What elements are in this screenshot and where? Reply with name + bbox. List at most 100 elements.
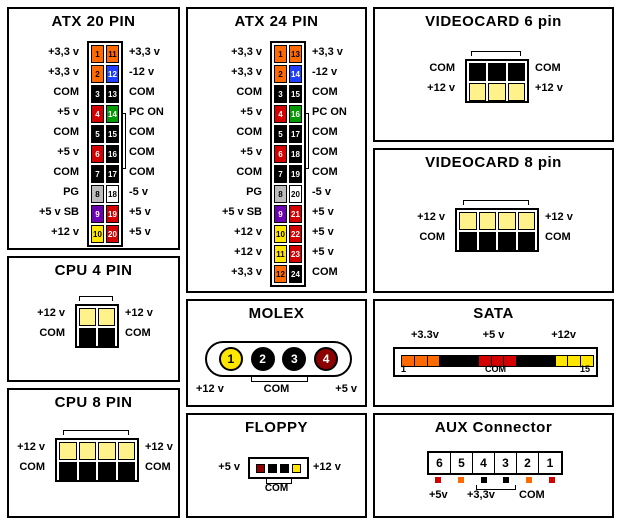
pin-label: COM [125,327,151,339]
panel-title: VIDEOCARD 8 pin [375,154,612,171]
key-bracket [304,113,309,169]
atx-pin: 14 [106,105,119,123]
pin-label: +12 v [545,211,573,223]
com-bracket [476,485,515,490]
atx-pin: 12 [274,265,287,283]
pin [479,212,497,230]
pin-label: +12 v [234,246,262,258]
sata-body: 115COM [393,347,598,377]
pin-label: +5 v [129,226,151,238]
atx-pin: 11 [106,45,119,63]
pin-label: +5 v [57,146,79,158]
panel: VIDEOCARD 8 pin+12 vCOM+12 vCOM [373,148,614,293]
atx-pin: 10 [91,225,104,243]
aux-pin-label: 1 [539,453,561,473]
pin [469,83,486,101]
atx-pin: 4 [91,105,104,123]
molex-pin: 4 [314,347,338,371]
panel: SATA+3.3v+5 v+12v115COM [373,299,614,407]
aux-pin-label: 5 [451,453,473,473]
atx-pin: 7 [274,165,287,183]
pin [479,232,497,250]
pin [59,462,77,480]
panel-title: SATA [375,305,612,322]
pin-label: COM [519,489,545,501]
pin-label: COM [145,461,171,473]
atx-pin: 22 [289,225,302,243]
atx-pin: 6 [274,145,287,163]
pin-label: COM [312,126,338,138]
pin-label: COM [312,166,338,178]
atx-pin: 9 [274,205,287,223]
atx-pin: 8 [91,185,104,203]
panel-title: CPU 4 PIN [9,262,178,279]
pin-label: +5 v [218,461,240,473]
floppy-pin [256,464,265,473]
pin [79,328,96,346]
pin [59,442,77,460]
atx-pin: 19 [289,165,302,183]
pin-label: +3,3 v [312,46,343,58]
pin-label: COM [419,231,445,243]
atx-pin: 11 [274,245,287,263]
pin-label: COM [312,86,338,98]
molex-pin: 2 [251,347,275,371]
panel: VIDEOCARD 6 pinCOM+12 vCOM+12 v [373,7,614,142]
atx-pin: 2 [274,65,287,83]
pin [488,83,505,101]
pin-label: COM [395,364,596,374]
pin [518,232,536,250]
pin-label: COM [545,231,571,243]
atx-pin: 23 [289,245,302,263]
atx-pin: 20 [106,225,119,243]
pin-label: COM [53,86,79,98]
atx-pin: 15 [106,125,119,143]
atx-pin: 13 [289,45,302,63]
pin [508,63,525,81]
atx-pin: 5 [274,125,287,143]
pin-label: +12 v [145,441,173,453]
molex-pin: 3 [282,347,306,371]
pin-label: PG [63,186,79,198]
key-bracket [471,51,521,56]
pin-label: +3,3 v [231,66,262,78]
panel: CPU 4 PIN+12 vCOM+12 vCOM [7,256,180,382]
atx-pin: 24 [289,265,302,283]
pin [498,232,516,250]
aux-pin-label: 3 [495,453,517,473]
panel: MOLEX1234+12 v+5 vCOM [186,299,367,407]
panel: ATX 20 PIN111212313414515616717818919102… [7,7,180,250]
atx-pin: 15 [289,85,302,103]
pin [508,83,525,101]
pin-label: +3,3 v [48,46,79,58]
atx-pin: 9 [91,205,104,223]
panel-title: ATX 20 PIN [9,13,178,30]
pin-label: +5 v [312,246,334,258]
pin-label: +5 v [57,106,79,118]
pin [98,328,115,346]
atx-pin: 19 [106,205,119,223]
panel: AUX Connector654321+5v+3,3vCOM [373,413,614,518]
atx-pin: 1 [274,45,287,63]
pin-label: COM [129,166,155,178]
pin-label: COM [535,62,561,74]
panel-title: ATX 24 PIN [188,13,365,30]
pin [118,462,136,480]
aux-body: 654321 [427,451,563,475]
atx-pin: 18 [106,185,119,203]
pin-label: COM [129,146,155,158]
atx-pin: 16 [289,105,302,123]
pin-label: COM [312,266,338,278]
com-bracket [251,377,308,382]
atx-pin: 3 [274,85,287,103]
atx-pin: 16 [106,145,119,163]
pin-label: PC ON [312,106,347,118]
aux-pin-label: 6 [429,453,451,473]
pin-label: -5 v [312,186,331,198]
pin-label: +5 v SB [222,206,262,218]
pin [79,442,97,460]
panel-title: VIDEOCARD 6 pin [375,13,612,30]
atx-pin: 17 [289,125,302,143]
panel-title: FLOPPY [188,419,365,436]
pin-label: +12 v [313,461,341,473]
